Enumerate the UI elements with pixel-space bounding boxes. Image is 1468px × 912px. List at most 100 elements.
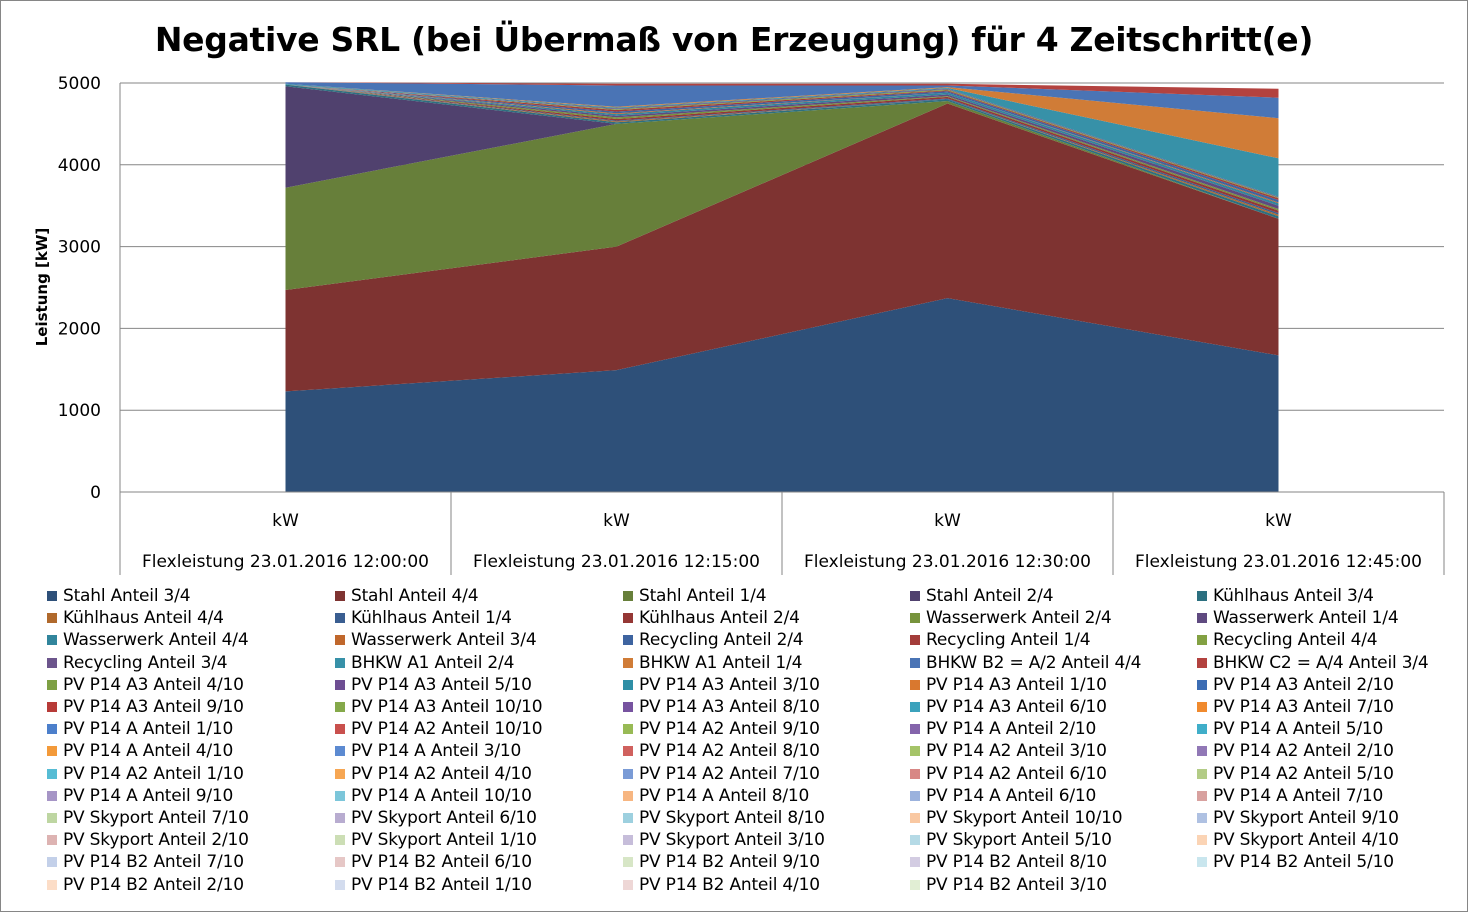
legend-swatch xyxy=(1197,813,1207,823)
legend-label: Stahl Anteil 3/4 xyxy=(63,586,191,606)
legend-item: Kühlhaus Anteil 2/4 xyxy=(623,607,800,629)
legend-label: PV P14 B2 Anteil 4/10 xyxy=(639,874,820,895)
legend-item: PV P14 A Anteil 4/10 xyxy=(47,740,233,762)
legend-item: BHKW C2 = A/4 Anteil 3/4 xyxy=(1197,652,1429,674)
legend-swatch xyxy=(47,635,57,646)
legend-swatch xyxy=(623,879,633,890)
legend-swatch xyxy=(910,613,920,624)
legend-item: PV P14 A Anteil 3/10 xyxy=(335,740,521,762)
legend-item: Recycling Anteil 2/4 xyxy=(623,629,804,651)
legend-label: PV P14 A3 Anteil 1/10 xyxy=(926,674,1107,695)
legend-swatch xyxy=(910,879,920,890)
legend-label: Stahl Anteil 2/4 xyxy=(926,586,1054,606)
legend-label: PV Skyport Anteil 9/10 xyxy=(1213,808,1399,828)
legend-swatch xyxy=(623,746,633,757)
legend-item: PV Skyport Anteil 9/10 xyxy=(1197,807,1399,829)
legend-label: Kühlhaus Anteil 2/4 xyxy=(639,608,800,629)
x-sublabel: kW xyxy=(1265,511,1292,531)
legend-swatch xyxy=(623,613,633,624)
legend-item: Kühlhaus Anteil 3/4 xyxy=(1197,585,1374,607)
legend-label: PV P14 B2 Anteil 2/10 xyxy=(63,874,244,895)
legend-item: PV P14 A3 Anteil 1/10 xyxy=(910,674,1107,696)
legend-label: PV P14 A2 Anteil 1/10 xyxy=(63,763,244,784)
legend-swatch xyxy=(47,724,57,735)
legend-label: PV P14 A Anteil 8/10 xyxy=(639,785,810,806)
legend-label: PV P14 A Anteil 4/10 xyxy=(63,741,234,762)
legend-label: PV P14 A3 Anteil 4/10 xyxy=(63,674,244,695)
x-sublabel: kW xyxy=(934,511,961,531)
y-tick-label: 5000 xyxy=(58,74,101,94)
legend-swatch xyxy=(335,746,345,757)
legend-item: PV P14 A3 Anteil 10/10 xyxy=(335,696,543,718)
legend-label: PV P14 A Anteil 7/10 xyxy=(1213,785,1384,806)
legend-item: PV Skyport Anteil 10/10 xyxy=(910,807,1123,829)
legend-label: PV P14 A2 Anteil 10/10 xyxy=(351,719,543,740)
legend-item: PV P14 A Anteil 2/10 xyxy=(910,718,1096,740)
legend-item: PV P14 A3 Anteil 7/10 xyxy=(1197,696,1394,718)
legend-swatch xyxy=(623,591,633,601)
legend-item: Stahl Anteil 1/4 xyxy=(623,585,767,607)
legend-swatch xyxy=(910,591,920,601)
area-series-3 xyxy=(285,86,1279,219)
legend-swatch xyxy=(623,702,633,712)
legend-swatch xyxy=(47,857,57,868)
legend-swatch xyxy=(47,746,57,757)
legend-item: Stahl Anteil 2/4 xyxy=(910,585,1054,607)
legend-label: PV P14 A Anteil 2/10 xyxy=(926,719,1097,740)
legend-item: PV P14 A2 Anteil 9/10 xyxy=(623,718,820,740)
legend-label: Wasserwerk Anteil 2/4 xyxy=(926,608,1112,629)
legend-item: PV P14 B2 Anteil 8/10 xyxy=(910,851,1107,873)
legend-swatch xyxy=(623,635,633,646)
legend-swatch xyxy=(1197,591,1207,601)
legend-swatch xyxy=(1197,746,1207,757)
legend-swatch xyxy=(47,591,57,601)
legend-item: PV P14 A Anteil 6/10 xyxy=(910,785,1096,807)
legend-item: PV P14 A Anteil 9/10 xyxy=(47,785,233,807)
area-series-16 xyxy=(285,83,1279,197)
legend-item: PV P14 B2 Anteil 7/10 xyxy=(47,851,244,873)
legend-label: BHKW A1 Anteil 1/4 xyxy=(639,652,803,673)
legend-label: PV P14 A2 Anteil 4/10 xyxy=(351,763,532,784)
legend-label: PV P14 A Anteil 3/10 xyxy=(351,741,522,762)
legend-swatch xyxy=(623,768,633,779)
legend-label: BHKW B2 = A/2 Anteil 4/4 xyxy=(926,652,1142,673)
legend-label: Wasserwerk Anteil 4/4 xyxy=(63,630,249,651)
legend-swatch xyxy=(1197,702,1207,712)
legend-swatch xyxy=(623,835,633,846)
legend-item: PV P14 A3 Anteil 9/10 xyxy=(47,696,244,718)
legend-label: PV P14 A2 Anteil 7/10 xyxy=(639,763,820,784)
legend-item: PV Skyport Anteil 3/10 xyxy=(623,829,825,851)
legend-swatch xyxy=(335,613,345,624)
legend-swatch xyxy=(623,724,633,735)
legend-item: Wasserwerk Anteil 2/4 xyxy=(910,607,1112,629)
legend-swatch xyxy=(910,746,920,757)
legend-label: PV P14 B2 Anteil 1/10 xyxy=(351,874,532,895)
y-tick-label: 0 xyxy=(90,483,101,503)
legend-item: PV Skyport Anteil 6/10 xyxy=(335,807,537,829)
legend-item: Recycling Anteil 1/4 xyxy=(910,629,1091,651)
legend-swatch xyxy=(1197,635,1207,646)
legend-label: PV P14 A3 Anteil 10/10 xyxy=(351,697,543,717)
legend-label: PV P14 A3 Anteil 5/10 xyxy=(351,674,532,695)
legend-label: PV Skyport Anteil 5/10 xyxy=(926,830,1112,851)
legend-item: Kühlhaus Anteil 4/4 xyxy=(47,607,224,629)
y-tick-label: 2000 xyxy=(58,319,101,339)
legend-label: PV P14 A2 Anteil 3/10 xyxy=(926,741,1107,762)
legend-label: Recycling Anteil 3/4 xyxy=(63,652,228,673)
legend-label: Recycling Anteil 1/4 xyxy=(926,630,1091,651)
legend-swatch xyxy=(623,857,633,868)
legend-swatch xyxy=(47,613,57,624)
legend-swatch xyxy=(47,768,57,779)
legend-swatch xyxy=(47,702,57,712)
legend-item: PV P14 A3 Anteil 2/10 xyxy=(1197,674,1394,696)
legend-item: PV P14 A2 Anteil 4/10 xyxy=(335,763,532,785)
legend-swatch xyxy=(1197,679,1207,690)
legend-swatch xyxy=(1197,613,1207,624)
legend-item: PV P14 A Anteil 10/10 xyxy=(335,785,532,807)
legend-swatch xyxy=(335,657,345,668)
legend-swatch xyxy=(47,879,57,890)
legend-swatch xyxy=(623,679,633,690)
legend-item: PV P14 A2 Anteil 6/10 xyxy=(910,763,1107,785)
legend-label: PV P14 A2 Anteil 2/10 xyxy=(1213,741,1394,762)
